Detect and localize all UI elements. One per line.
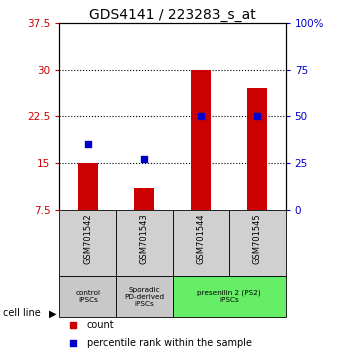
Point <box>198 113 204 119</box>
Bar <box>78 163 98 210</box>
Text: count: count <box>87 320 114 330</box>
Bar <box>134 188 154 210</box>
Bar <box>59 276 116 317</box>
Point <box>255 113 260 119</box>
Point <box>85 141 90 147</box>
Text: GSM701544: GSM701544 <box>196 213 205 264</box>
Bar <box>173 210 229 276</box>
Bar <box>248 88 267 210</box>
Bar <box>116 276 173 317</box>
Bar <box>191 70 211 210</box>
Point <box>70 322 76 327</box>
Text: control
IPSCs: control IPSCs <box>75 290 100 303</box>
Text: presenilin 2 (PS2)
iPSCs: presenilin 2 (PS2) iPSCs <box>197 290 261 303</box>
Bar <box>59 210 116 276</box>
Bar <box>229 210 286 276</box>
Bar <box>116 210 173 276</box>
Bar <box>173 276 286 317</box>
Text: GSM701543: GSM701543 <box>140 213 149 264</box>
Text: cell line: cell line <box>3 308 41 318</box>
Text: GSM701542: GSM701542 <box>83 213 92 264</box>
Text: Sporadic
PD-derived
iPSCs: Sporadic PD-derived iPSCs <box>124 287 164 307</box>
Text: ▶: ▶ <box>49 308 57 318</box>
Point <box>70 340 76 346</box>
Title: GDS4141 / 223283_s_at: GDS4141 / 223283_s_at <box>89 8 256 22</box>
Text: percentile rank within the sample: percentile rank within the sample <box>87 338 252 348</box>
Text: GSM701545: GSM701545 <box>253 213 262 264</box>
Point <box>141 156 147 162</box>
